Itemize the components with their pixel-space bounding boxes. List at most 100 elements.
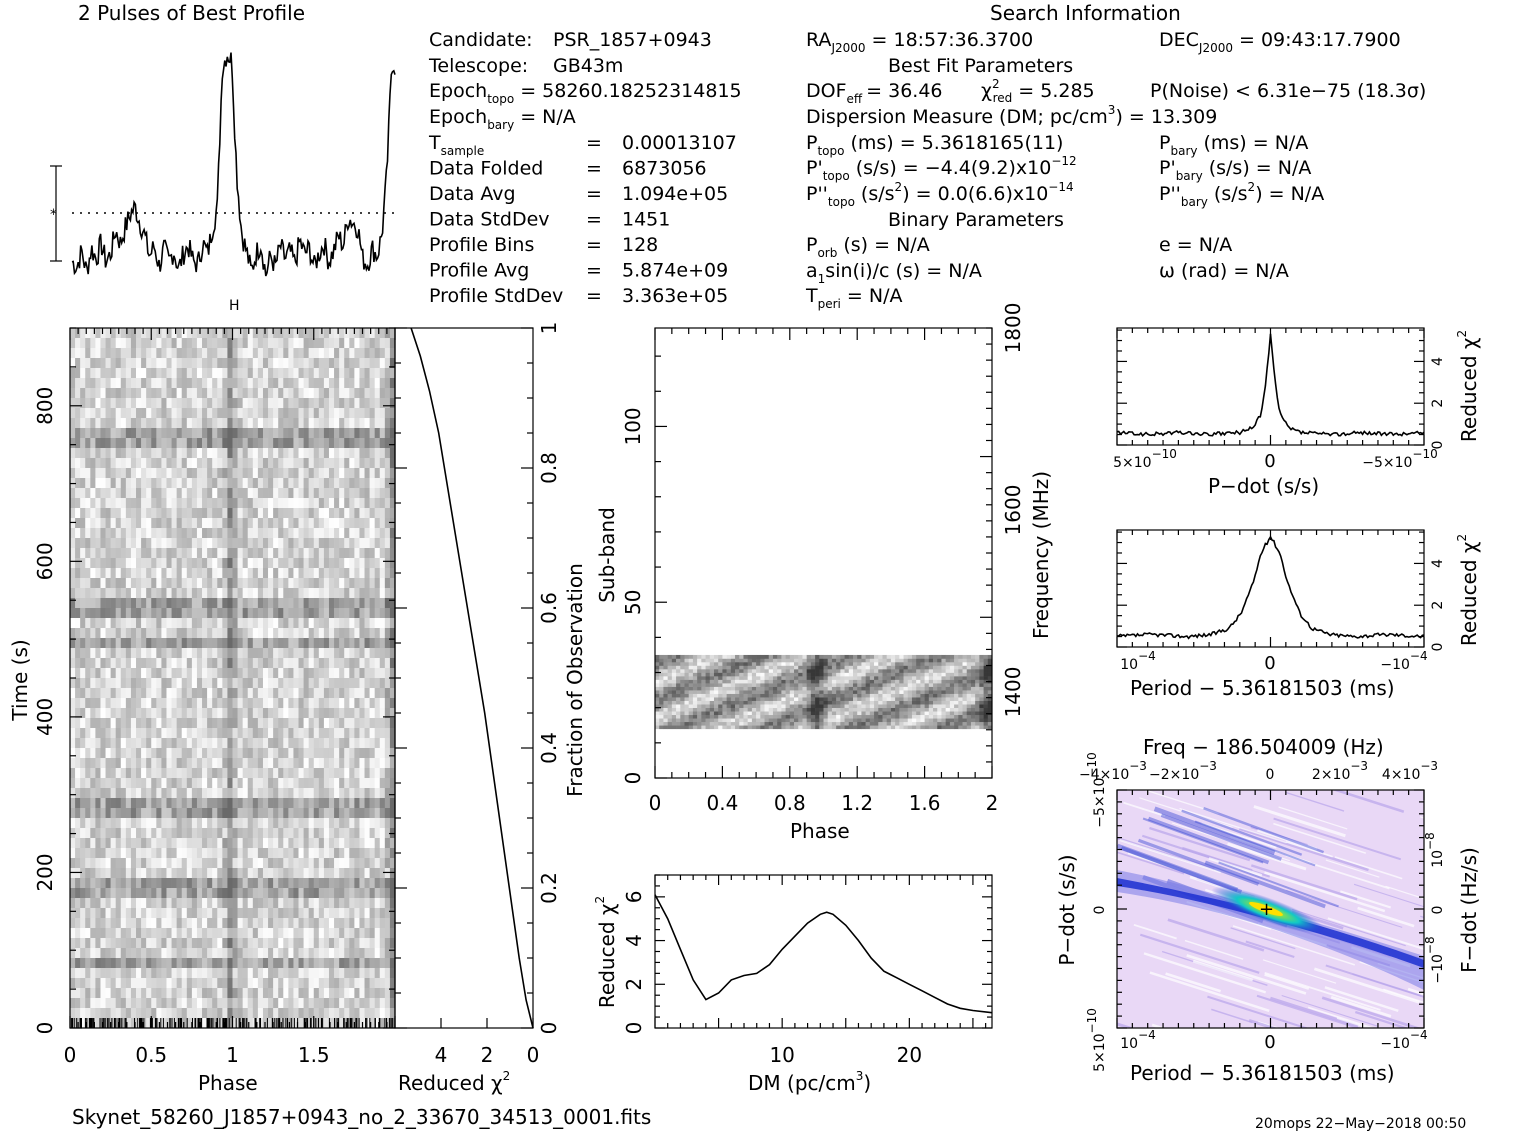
time-phase-cell (319, 1008, 324, 1018)
time-phase-cell (309, 988, 314, 998)
time-phase-cell (187, 868, 192, 878)
time-phase-cell (146, 758, 151, 768)
time-phase-cell (309, 688, 314, 698)
time-phase-cell (304, 958, 309, 968)
time-phase-cell (339, 868, 344, 878)
time-phase-cell (380, 848, 385, 858)
time-phase-cell (172, 408, 177, 418)
time-phase-cell (222, 658, 227, 668)
time-phase-cell (111, 988, 116, 998)
time-phase-cell (329, 768, 334, 778)
time-phase-cell (253, 608, 258, 618)
epoch-topo-value: = 58260.18252314815 (520, 80, 741, 102)
time-phase-cell (278, 568, 283, 578)
time-phase-cell (233, 728, 238, 738)
time-phase-cell (192, 818, 197, 828)
time-phase-cell (278, 698, 283, 708)
time-phase-cell (334, 338, 339, 348)
time-phase-cell (121, 858, 126, 868)
time-phase-cell (202, 388, 207, 398)
time-phase-cell (314, 418, 319, 428)
time-phase-cell (365, 918, 370, 928)
time-phase-cell (197, 518, 202, 528)
time-phase-cell (80, 788, 85, 798)
time-phase-cell (106, 488, 111, 498)
time-phase-cell (111, 418, 116, 428)
time-phase-cell (258, 918, 263, 928)
time-phase-cell (243, 838, 248, 848)
time-phase-cell (172, 658, 177, 668)
time-phase-cell (258, 328, 263, 338)
time-phase-cell (85, 788, 90, 798)
time-phase-cell (131, 948, 136, 958)
time-phase-cell (151, 488, 156, 498)
time-phase-cell (380, 568, 385, 578)
time-phase-cell (293, 868, 298, 878)
time-phase-cell (95, 738, 100, 748)
time-phase-cell (126, 398, 131, 408)
time-phase-cell (283, 988, 288, 998)
time-phase-cell (314, 808, 319, 818)
time-phase-cell (197, 508, 202, 518)
time-phase-cell (136, 598, 141, 608)
time-phase-cell (222, 408, 227, 418)
time-phase-cell (227, 898, 232, 908)
time-phase-cell (202, 908, 207, 918)
time-phase-cell (258, 868, 263, 878)
time-phase-cell (278, 618, 283, 628)
time-phase-cell (385, 928, 390, 938)
time-phase-cell (187, 898, 192, 908)
time-phase-cell (100, 668, 105, 678)
time-phase-cell (354, 418, 359, 428)
time-phase-cell (207, 978, 212, 988)
time-phase-cell (233, 368, 238, 378)
time-phase-cell (339, 338, 344, 348)
time-phase-cell (334, 488, 339, 498)
time-phase-cell (126, 968, 131, 978)
time-phase-cell (309, 768, 314, 778)
dof-value: = 36.46 (866, 80, 942, 102)
time-phase-cell (344, 388, 349, 398)
time-phase-cell (197, 718, 202, 728)
time-phase-cell (217, 978, 222, 988)
time-phase-cell (161, 918, 166, 928)
time-phase-cell (233, 348, 238, 358)
time-phase-cell (111, 968, 116, 978)
time-phase-cell (192, 548, 197, 558)
time-phase-cell (177, 728, 182, 738)
time-phase-cell (385, 798, 390, 808)
time-phase-ytick-label: 600 (33, 542, 57, 580)
time-phase-cell (263, 348, 268, 358)
time-phase-cell (121, 558, 126, 568)
time-phase-cell (304, 418, 309, 428)
time-phase-cell (141, 368, 146, 378)
time-phase-cell (370, 628, 375, 638)
time-phase-cell (217, 628, 222, 638)
time-phase-cell (136, 888, 141, 898)
time-phase-cell (385, 998, 390, 1008)
time-phase-cell (166, 598, 171, 608)
time-phase-cell (207, 868, 212, 878)
time-phase-cell (268, 408, 273, 418)
time-phase-cell (146, 678, 151, 688)
time-phase-cell (100, 888, 105, 898)
time-phase-cell (233, 438, 238, 448)
time-phase-cell (334, 938, 339, 948)
time-phase-cell (80, 598, 85, 608)
time-phase-cell (187, 658, 192, 668)
time-phase-cell (136, 728, 141, 738)
time-phase-cell (329, 638, 334, 648)
time-phase-cell (253, 368, 258, 378)
time-phase-cell (293, 668, 298, 678)
time-phase-cell (334, 768, 339, 778)
time-phase-cell (111, 918, 116, 928)
time-phase-cell (121, 868, 126, 878)
time-phase-cell (258, 658, 263, 668)
time-phase-cell (85, 988, 90, 998)
time-phase-cell (238, 678, 243, 688)
time-phase-cell (161, 858, 166, 868)
time-phase-cell (385, 688, 390, 698)
time-phase-cell (166, 708, 171, 718)
time-phase-cell (192, 458, 197, 468)
